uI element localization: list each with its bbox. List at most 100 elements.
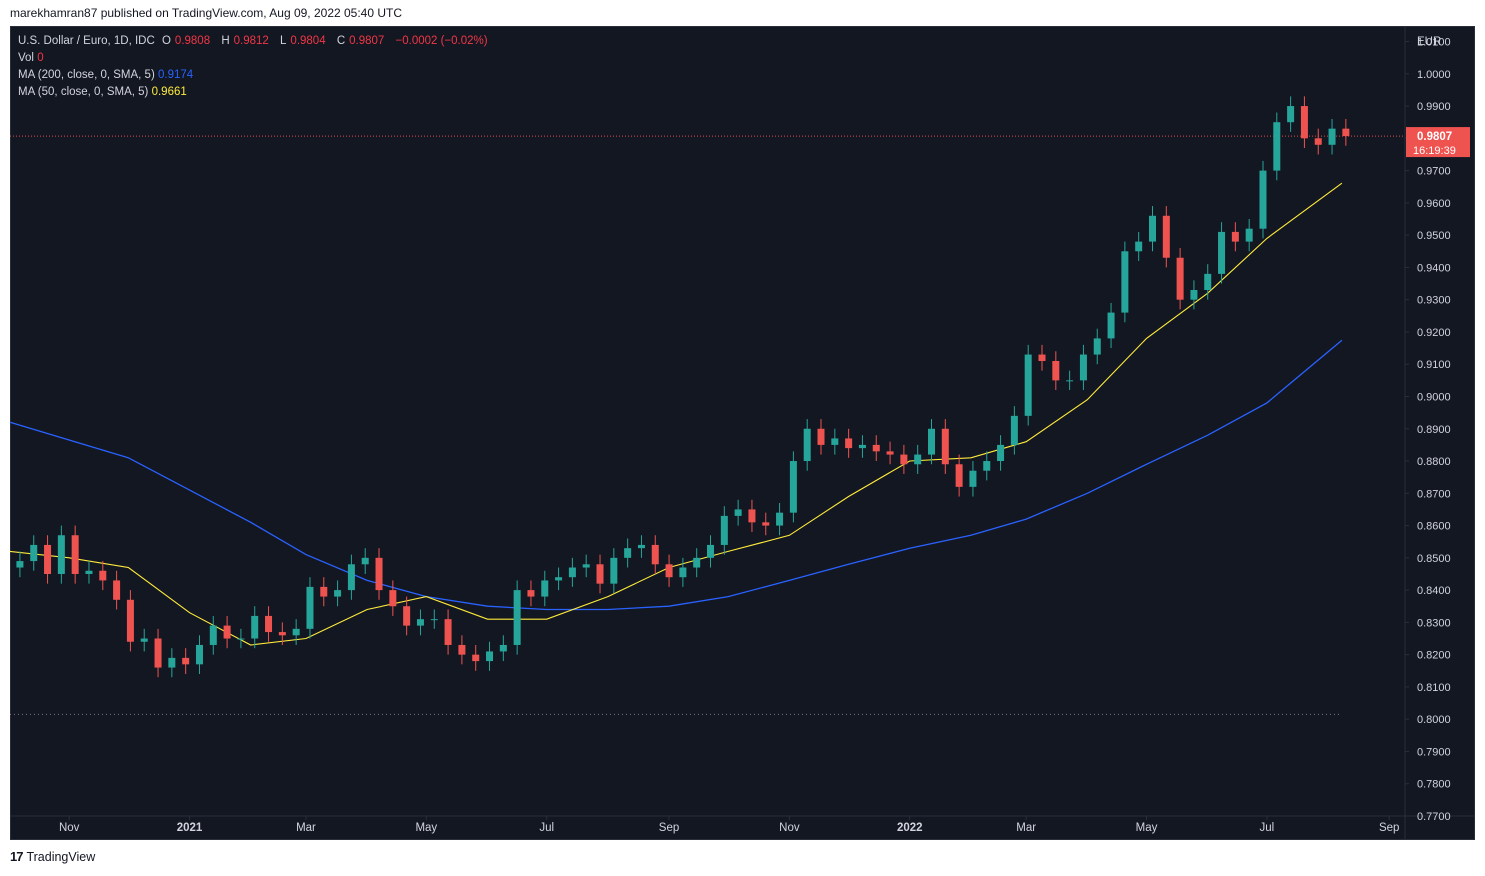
price-candle[interactable]: [1093, 328, 1101, 365]
price-candle[interactable]: [1287, 96, 1295, 132]
price-candle[interactable]: [845, 428, 853, 458]
price-candle[interactable]: [555, 567, 563, 591]
price-candle[interactable]: [1024, 344, 1032, 426]
price-candle[interactable]: [1038, 344, 1046, 371]
price-candle[interactable]: [44, 535, 52, 584]
price-candle[interactable]: [292, 619, 300, 645]
price-candle[interactable]: [126, 590, 134, 652]
price-candle[interactable]: [140, 628, 148, 652]
price-candle[interactable]: [527, 580, 535, 607]
symbol-label[interactable]: U.S. Dollar / Euro, 1D, IDC: [18, 35, 155, 47]
price-candle[interactable]: [720, 506, 728, 555]
price-candle[interactable]: [1190, 280, 1198, 310]
price-candle[interactable]: [182, 648, 190, 675]
price-candle[interactable]: [831, 428, 839, 455]
ma200-label[interactable]: MA (200, close, 0, SMA, 5): [18, 69, 155, 81]
price-candle[interactable]: [16, 551, 24, 578]
price-candle[interactable]: [858, 435, 866, 458]
price-candle[interactable]: [596, 554, 604, 594]
price-candle[interactable]: [154, 628, 162, 678]
price-candle[interactable]: [1176, 248, 1184, 310]
footer-brand[interactable]: 17 TradingView: [10, 849, 95, 864]
price-candle[interactable]: [265, 606, 273, 642]
price-candle[interactable]: [486, 641, 494, 671]
volume-label[interactable]: Vol: [18, 52, 34, 64]
price-candle[interactable]: [969, 461, 977, 497]
price-candle[interactable]: [1148, 206, 1156, 252]
price-candle[interactable]: [693, 548, 701, 578]
price-candle[interactable]: [513, 580, 521, 655]
price-candle[interactable]: [71, 525, 79, 584]
price-candle[interactable]: [1079, 344, 1087, 391]
price-candle[interactable]: [320, 577, 328, 607]
price-candle[interactable]: [278, 622, 286, 645]
price-candle[interactable]: [472, 644, 480, 671]
price-candle[interactable]: [941, 419, 949, 474]
price-candle[interactable]: [113, 570, 121, 610]
price-candle[interactable]: [416, 609, 424, 636]
price-candle[interactable]: [1259, 160, 1267, 239]
price-candle[interactable]: [582, 554, 590, 578]
price-candle[interactable]: [568, 557, 576, 587]
price-candle[interactable]: [651, 535, 659, 574]
price-candle[interactable]: [1135, 231, 1143, 261]
ma50-label[interactable]: MA (50, close, 0, SMA, 5): [18, 86, 149, 98]
price-candle[interactable]: [237, 628, 245, 649]
price-candle[interactable]: [928, 419, 936, 465]
price-candle[interactable]: [1107, 302, 1115, 349]
price-candle[interactable]: [375, 548, 383, 600]
price-candle[interactable]: [1300, 96, 1308, 149]
price-candle[interactable]: [99, 561, 107, 591]
price-candle[interactable]: [541, 570, 549, 607]
price-candle[interactable]: [624, 538, 632, 568]
price-candle[interactable]: [1121, 241, 1129, 323]
price-candle[interactable]: [997, 435, 1005, 471]
price-candle[interactable]: [1052, 351, 1060, 391]
price-candle[interactable]: [223, 615, 231, 649]
price-candle[interactable]: [637, 535, 645, 558]
price-candle[interactable]: [168, 648, 176, 678]
price-candle[interactable]: [665, 554, 673, 587]
price-candle[interactable]: [734, 499, 742, 526]
price-candle[interactable]: [195, 635, 203, 675]
price-candle[interactable]: [1328, 118, 1336, 155]
price-candle[interactable]: [57, 525, 65, 584]
price-candle[interactable]: [679, 557, 687, 587]
price-candle[interactable]: [955, 454, 963, 497]
price-candle[interactable]: [334, 580, 342, 607]
price-candle[interactable]: [1066, 370, 1074, 391]
price-candle[interactable]: [1245, 219, 1253, 252]
price-candle[interactable]: [306, 577, 314, 639]
last-price-tag[interactable]: 0.9807 16:19:39: [1406, 127, 1470, 158]
price-candle[interactable]: [914, 444, 922, 474]
price-candle[interactable]: [458, 635, 466, 665]
price-candle[interactable]: [430, 609, 438, 629]
price-candle[interactable]: [817, 419, 825, 455]
price-candle[interactable]: [1010, 406, 1018, 455]
price-candle[interactable]: [361, 548, 369, 574]
price-candle[interactable]: [789, 451, 797, 523]
price-candle[interactable]: [403, 596, 411, 636]
price-candle[interactable]: [1342, 118, 1350, 146]
price-candle[interactable]: [748, 499, 756, 533]
price-candle[interactable]: [707, 535, 715, 568]
price-candle[interactable]: [1231, 222, 1239, 252]
price-candle[interactable]: [389, 580, 397, 616]
price-candle[interactable]: [762, 512, 770, 536]
price-candle[interactable]: [1314, 128, 1322, 155]
price-candle[interactable]: [347, 554, 355, 600]
chart-pane[interactable]: [10, 26, 1475, 840]
price-candle[interactable]: [1218, 222, 1226, 284]
price-candle[interactable]: [900, 444, 908, 474]
price-candle[interactable]: [499, 635, 507, 662]
price-candle[interactable]: [886, 441, 894, 465]
price-candle[interactable]: [610, 548, 618, 594]
price-candle[interactable]: [1204, 264, 1212, 300]
price-candle[interactable]: [30, 535, 38, 571]
price-candle[interactable]: [209, 615, 217, 655]
price-candle[interactable]: [1273, 112, 1281, 181]
price-candle[interactable]: [803, 419, 811, 471]
price-candle[interactable]: [444, 609, 452, 655]
price-candle[interactable]: [983, 451, 991, 481]
